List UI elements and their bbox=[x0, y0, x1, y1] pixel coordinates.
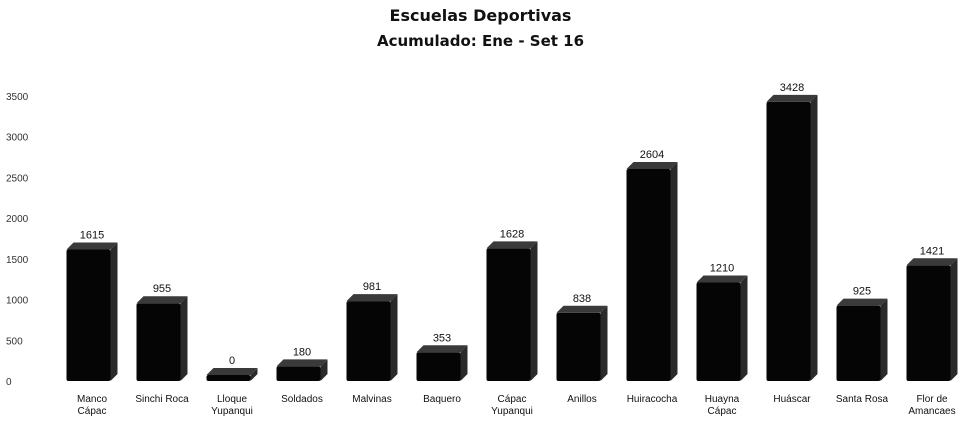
x-tick-label: Huáscar bbox=[773, 394, 811, 405]
bar-top bbox=[696, 275, 748, 283]
y-tick-label: 500 bbox=[6, 336, 23, 347]
x-tick-label: Yupanqui bbox=[211, 406, 253, 417]
bar-side bbox=[320, 359, 328, 381]
data-label: 3428 bbox=[780, 82, 804, 94]
bar bbox=[486, 248, 531, 381]
bar-side bbox=[670, 161, 678, 381]
x-tick-label: Cápac bbox=[498, 394, 527, 405]
y-tick-label: 0 bbox=[6, 377, 12, 388]
y-tick-label: 2500 bbox=[6, 173, 29, 184]
bar-top bbox=[276, 359, 328, 367]
data-label: 180 bbox=[293, 346, 311, 358]
bar bbox=[346, 301, 391, 381]
data-label: 0 bbox=[229, 355, 235, 367]
bar-side bbox=[600, 305, 608, 381]
bar-side bbox=[740, 275, 748, 381]
x-tick-label: Santa Rosa bbox=[836, 394, 889, 405]
bar-top bbox=[556, 305, 608, 313]
data-label: 1210 bbox=[710, 262, 734, 274]
bar bbox=[416, 352, 461, 381]
x-tick-label: Huayna bbox=[705, 394, 740, 405]
data-label: 1421 bbox=[920, 245, 944, 257]
x-tick-label: Cápac bbox=[78, 406, 107, 417]
data-label: 1628 bbox=[500, 228, 524, 240]
bar-side bbox=[810, 94, 818, 381]
bar-top bbox=[836, 298, 888, 306]
bar-side bbox=[110, 242, 118, 381]
x-tick-label: Manco bbox=[77, 394, 107, 405]
data-label: 981 bbox=[363, 281, 381, 293]
data-label: 838 bbox=[573, 293, 591, 305]
bar-top bbox=[626, 161, 678, 169]
bar-top bbox=[136, 296, 188, 304]
x-tick-label: Cápac bbox=[708, 406, 737, 417]
bar-top bbox=[416, 345, 468, 353]
bar-side bbox=[180, 296, 188, 381]
y-tick-label: 3500 bbox=[6, 92, 29, 103]
data-label: 1615 bbox=[80, 229, 104, 241]
bar-top bbox=[766, 94, 818, 102]
bar bbox=[136, 303, 181, 381]
bar-top bbox=[206, 368, 258, 375]
bar bbox=[696, 282, 741, 381]
chart-title: Escuelas Deportivas bbox=[389, 6, 572, 25]
data-label: 925 bbox=[853, 286, 871, 298]
bar bbox=[556, 312, 601, 381]
bar bbox=[766, 101, 811, 381]
x-tick-label: Sinchi Roca bbox=[135, 394, 189, 405]
bar bbox=[626, 168, 671, 381]
bar-top bbox=[66, 242, 118, 250]
x-tick-label: Huiracocha bbox=[627, 394, 678, 405]
x-tick-label: Malvinas bbox=[352, 394, 391, 405]
x-tick-label: Baquero bbox=[423, 394, 461, 405]
y-tick-label: 2000 bbox=[6, 214, 29, 225]
bar-side bbox=[530, 241, 538, 381]
bar bbox=[906, 265, 951, 381]
x-tick-label: Anillos bbox=[567, 394, 596, 405]
bar-side bbox=[880, 298, 888, 381]
bar bbox=[206, 375, 251, 381]
bar-side bbox=[250, 368, 258, 381]
data-label: 955 bbox=[153, 283, 171, 295]
bar bbox=[66, 249, 111, 381]
y-tick-label: 1500 bbox=[6, 255, 29, 266]
chart-subtitle: Acumulado: Ene - Set 16 bbox=[376, 32, 585, 50]
bar-top bbox=[486, 241, 538, 249]
bar-side bbox=[950, 258, 958, 381]
x-tick-label: Soldados bbox=[281, 394, 323, 405]
y-tick-label: 1000 bbox=[6, 296, 29, 307]
bar bbox=[836, 305, 881, 381]
bar bbox=[276, 366, 321, 381]
bar-top bbox=[906, 258, 958, 266]
bar-top bbox=[346, 294, 398, 302]
bar-side bbox=[390, 294, 398, 381]
data-label: 2604 bbox=[640, 149, 664, 161]
data-label: 353 bbox=[433, 332, 451, 344]
x-tick-label: Amancaes bbox=[908, 406, 955, 417]
bar-side bbox=[460, 345, 468, 381]
x-tick-label: Lloque bbox=[217, 394, 247, 405]
x-tick-label: Flor de bbox=[916, 394, 948, 405]
x-tick-label: Yupanqui bbox=[491, 406, 533, 417]
y-tick-label: 3000 bbox=[6, 133, 29, 144]
